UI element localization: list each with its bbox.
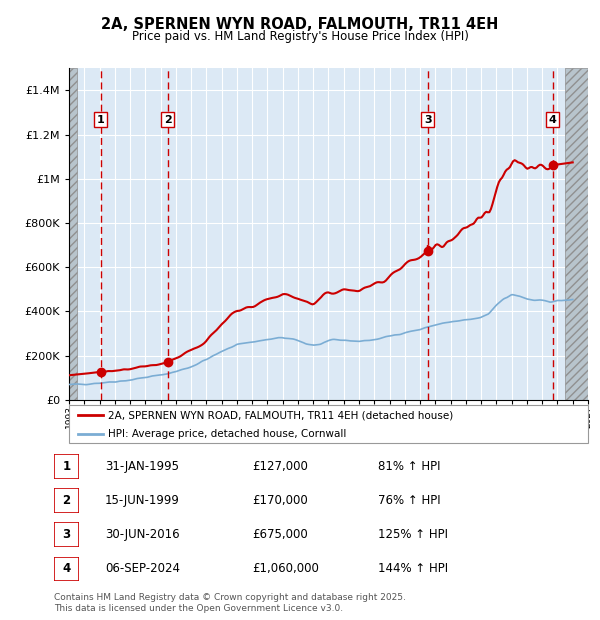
Text: 144% ↑ HPI: 144% ↑ HPI <box>378 562 448 575</box>
Text: £170,000: £170,000 <box>252 494 308 507</box>
Text: 4: 4 <box>548 115 557 125</box>
Text: 2A, SPERNEN WYN ROAD, FALMOUTH, TR11 4EH (detached house): 2A, SPERNEN WYN ROAD, FALMOUTH, TR11 4EH… <box>108 410 453 420</box>
Text: 1: 1 <box>62 460 71 473</box>
Bar <box>69 68 77 400</box>
Text: 1: 1 <box>97 115 104 125</box>
Text: 3: 3 <box>424 115 431 125</box>
Text: 30-JUN-2016: 30-JUN-2016 <box>105 528 179 541</box>
FancyBboxPatch shape <box>54 557 79 581</box>
Text: £675,000: £675,000 <box>252 528 308 541</box>
Text: £1,060,000: £1,060,000 <box>252 562 319 575</box>
FancyBboxPatch shape <box>54 454 79 479</box>
Text: 76% ↑ HPI: 76% ↑ HPI <box>378 494 440 507</box>
Text: 31-JAN-1995: 31-JAN-1995 <box>105 460 179 473</box>
Text: Price paid vs. HM Land Registry's House Price Index (HPI): Price paid vs. HM Land Registry's House … <box>131 30 469 43</box>
FancyBboxPatch shape <box>69 405 588 443</box>
FancyBboxPatch shape <box>54 523 79 547</box>
Text: 06-SEP-2024: 06-SEP-2024 <box>105 562 180 575</box>
Text: 2A, SPERNEN WYN ROAD, FALMOUTH, TR11 4EH: 2A, SPERNEN WYN ROAD, FALMOUTH, TR11 4EH <box>101 17 499 32</box>
Text: Contains HM Land Registry data © Crown copyright and database right 2025.
This d: Contains HM Land Registry data © Crown c… <box>54 593 406 613</box>
Text: £127,000: £127,000 <box>252 460 308 473</box>
Text: 125% ↑ HPI: 125% ↑ HPI <box>378 528 448 541</box>
FancyBboxPatch shape <box>54 489 79 513</box>
Text: 15-JUN-1999: 15-JUN-1999 <box>105 494 180 507</box>
Text: 3: 3 <box>62 528 71 541</box>
Text: 81% ↑ HPI: 81% ↑ HPI <box>378 460 440 473</box>
Text: HPI: Average price, detached house, Cornwall: HPI: Average price, detached house, Corn… <box>108 428 346 439</box>
Text: 2: 2 <box>62 494 71 507</box>
Text: 4: 4 <box>62 562 71 575</box>
Text: 2: 2 <box>164 115 172 125</box>
Bar <box>565 68 588 400</box>
